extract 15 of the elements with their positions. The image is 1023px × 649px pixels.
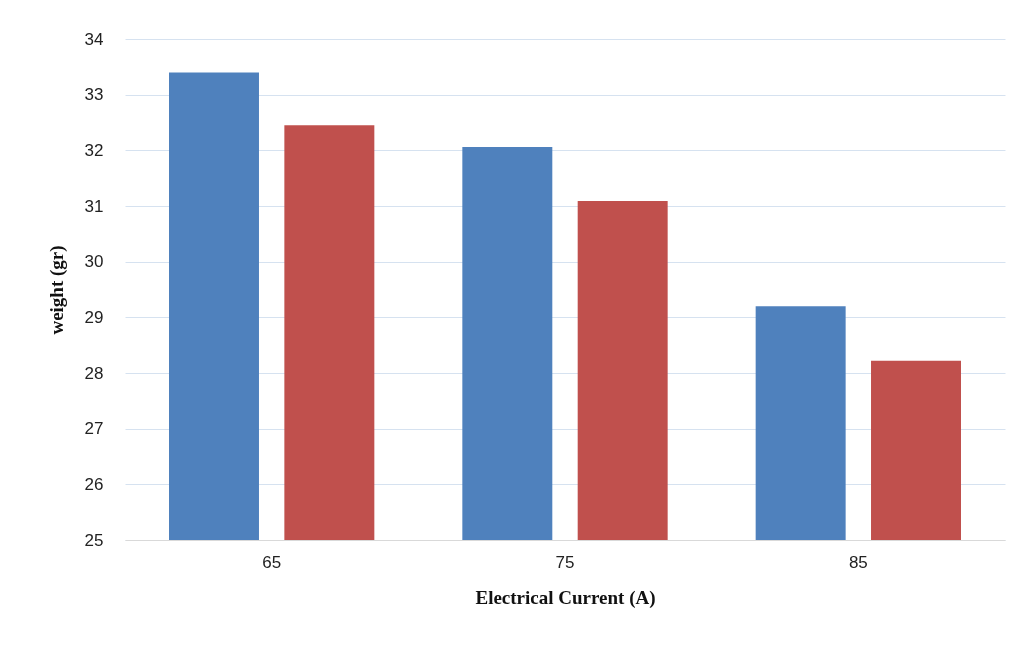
y-tick-label: 31 — [84, 196, 104, 216]
y-tick-label: 32 — [84, 140, 104, 160]
x-tick-label: 75 — [555, 552, 575, 572]
x-tick-label: 65 — [262, 552, 282, 572]
y-tick-label: 26 — [84, 474, 104, 494]
y-tick-label: 27 — [84, 419, 104, 439]
x-tick-label: 85 — [848, 552, 868, 572]
y-tick-label: 33 — [84, 85, 104, 105]
x-axis-title: Electrical Current (A) — [475, 586, 656, 609]
y-tick-label: 30 — [84, 252, 104, 272]
y-tick-label: 29 — [84, 307, 104, 327]
y-tick-label: 25 — [84, 530, 104, 550]
y-tick-label: 34 — [84, 29, 104, 49]
y-tick-label: 28 — [84, 363, 104, 383]
y-axis-title: weight (gr) — [45, 245, 68, 335]
